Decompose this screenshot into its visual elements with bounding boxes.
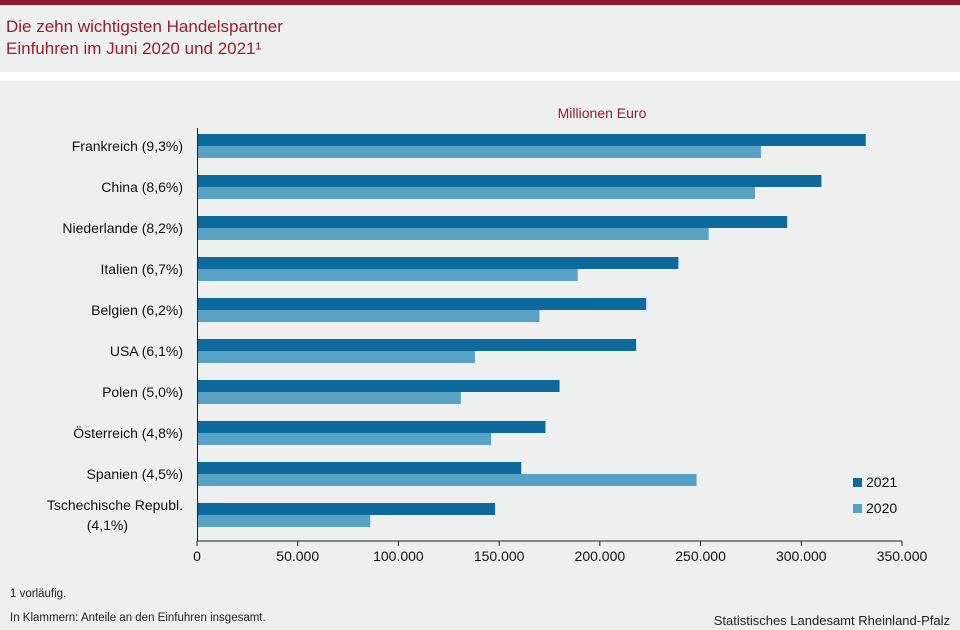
footnote-preliminary: 1 vorläufig. [10, 588, 67, 600]
x-tick-label: 200.000 [575, 548, 626, 564]
category-label: Belgien (6,2%) [91, 302, 183, 318]
bar-2020-5 [197, 351, 475, 363]
source-label: Statistisches Landesamt Rheinland-Pfalz [713, 613, 950, 628]
x-tick-label: 250.000 [675, 548, 726, 564]
bar-2021-0 [197, 134, 866, 146]
chart-title: Die zehn wichtigsten Handelspartner [6, 17, 283, 36]
bar-2020-7 [197, 433, 492, 445]
bar-2021-6 [197, 380, 560, 392]
bar-2020-2 [197, 228, 709, 240]
top-accent-bar [0, 0, 960, 5]
x-tick-label: 100.000 [373, 548, 424, 564]
category-label: Niederlande (8,2%) [62, 220, 183, 236]
legend-swatch-2021 [853, 478, 862, 487]
category-label: Frankreich (9,3%) [72, 138, 183, 154]
x-tick-label: 150.000 [474, 548, 525, 564]
x-tick-label: 300.000 [776, 548, 827, 564]
bar-2020-3 [197, 269, 578, 281]
title-area: Die zehn wichtigsten Handelspartner Einf… [0, 5, 960, 72]
category-label: Spanien (4,5%) [86, 466, 183, 482]
category-label: China (8,6%) [101, 179, 183, 195]
category-label: Polen (5,0%) [102, 384, 183, 400]
bar-2021-5 [197, 339, 637, 351]
bar-2020-9 [197, 515, 371, 527]
legend-label-2020: 2020 [866, 500, 897, 516]
unit-label: Millionen Euro [558, 105, 647, 121]
chart-area: Millionen Euro Frankreich (9,3%) China (8,… [0, 81, 960, 630]
category-label: Italien (6,7%) [101, 261, 183, 277]
category-label: Österreich (4,8%) [73, 424, 183, 441]
bar-2021-2 [197, 216, 788, 228]
footnote-brackets: In Klammern: Anteile an den Einfuhren in… [10, 612, 266, 624]
category-label: USA (6,1%) [110, 343, 183, 359]
bar-2020-1 [197, 187, 755, 199]
legend-label-2021: 2021 [866, 474, 897, 490]
category-label: Tschechische Republ. (4,1%) [47, 497, 183, 533]
bar-2021-8 [197, 462, 522, 474]
bar-2021-1 [197, 175, 822, 187]
bar-chart: Millionen Euro Frankreich (9,3%) China (8,… [47, 105, 928, 564]
bar-2020-0 [197, 146, 761, 158]
bar-2021-4 [197, 298, 647, 310]
x-tick-label: 350.000 [877, 548, 928, 564]
bar-2020-4 [197, 310, 540, 322]
x-tick-label: 0 [193, 548, 201, 564]
legend-swatch-2020 [853, 504, 862, 513]
bar-2021-7 [197, 421, 546, 433]
bar-2020-8 [197, 474, 697, 486]
separator [0, 72, 960, 81]
bar-2021-9 [197, 503, 496, 515]
bar-2020-6 [197, 392, 461, 404]
chart-subtitle: Einfuhren im Juni 2020 und 2021¹ [6, 39, 262, 58]
x-tick-label: 50.000 [276, 548, 319, 564]
bar-2021-3 [197, 257, 679, 269]
